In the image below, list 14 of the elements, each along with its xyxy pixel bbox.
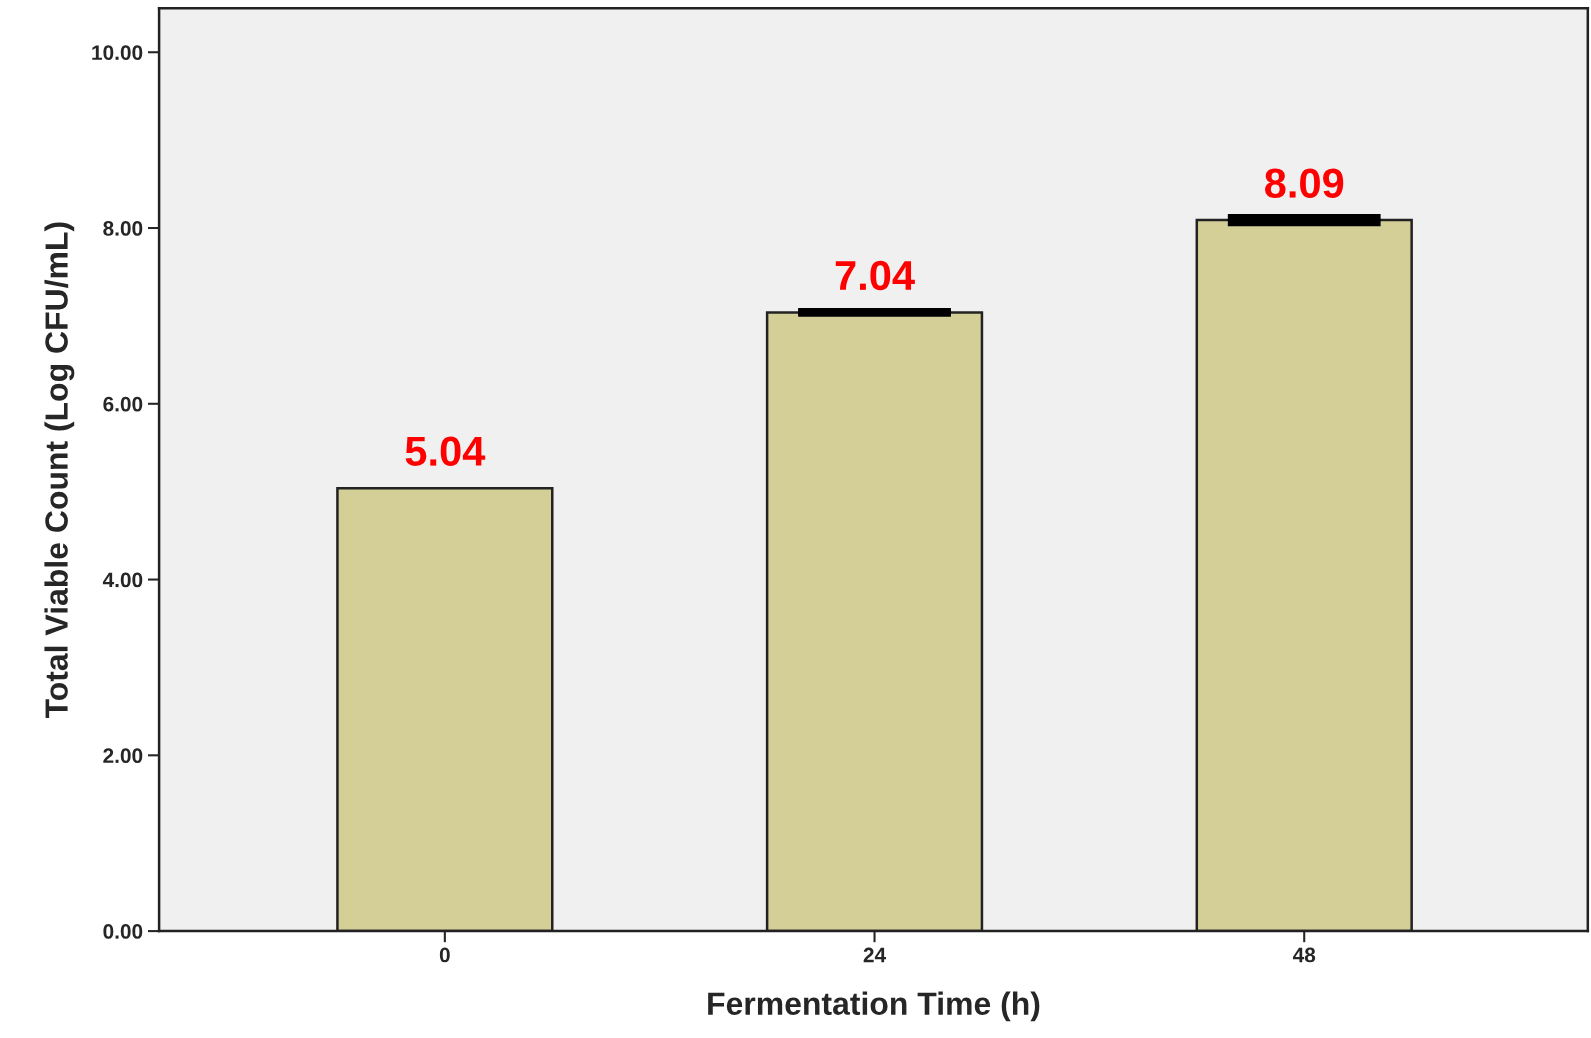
y-tick-label: 10.00: [92, 45, 143, 60]
x-tick-label: 48: [1292, 947, 1316, 963]
data-label: 7.04: [835, 260, 915, 291]
y-axis-title: Total Viable Count (Log CFU/mL): [44, 222, 75, 719]
y-tick-label: 4.00: [102, 572, 143, 588]
x-tick-label: 0: [439, 947, 450, 963]
x-axis-title: Fermentation Time (h): [708, 991, 1040, 1022]
data-label: 5.04: [405, 436, 486, 467]
x-tick-label: 24: [863, 947, 887, 963]
y-tick-label: 8.00: [103, 221, 143, 236]
y-tick-label: 6.00: [103, 396, 143, 412]
data-label: 8.09: [1265, 168, 1344, 198]
y-tick-label: 0.00: [103, 924, 143, 939]
y-tick-label: 2.00: [103, 748, 143, 764]
